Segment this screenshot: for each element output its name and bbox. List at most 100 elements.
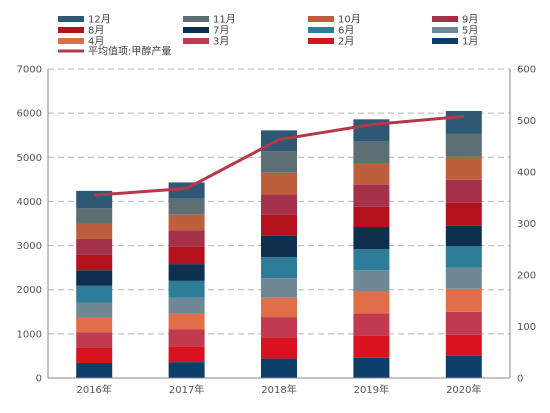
legend-swatch <box>308 27 334 33</box>
legend-swatch <box>58 38 84 44</box>
legend-swatch <box>308 38 334 44</box>
bar-segment <box>76 302 113 318</box>
bar-segment <box>261 194 297 215</box>
legend-label: 9月 <box>462 14 478 26</box>
y-right-tick-label: 600 <box>517 65 536 76</box>
legend-label: 5月 <box>462 25 478 37</box>
bar-segment <box>168 214 205 231</box>
bar-segment <box>353 163 390 185</box>
bars <box>76 110 482 378</box>
y-left-tick-label: 4000 <box>17 197 42 208</box>
legend-swatch <box>432 27 458 33</box>
bar-segment <box>261 257 297 279</box>
bar-segment <box>353 227 390 250</box>
legend-label: 1月 <box>462 36 478 48</box>
axes: 0 1000 2000 3000 4000 5000 6000 7000 0 100 200 300 4… <box>17 65 537 397</box>
y-right-tick-label: 400 <box>517 168 536 179</box>
y-left-tick-label: 6000 <box>17 109 42 120</box>
y-left-tick-label: 7000 <box>17 65 42 76</box>
legend-label: 平均值项:甲醇产量 <box>88 45 171 58</box>
bar-segment <box>353 335 390 358</box>
legend-swatch <box>432 16 458 22</box>
bar-segment <box>445 311 482 335</box>
bar-segment <box>168 329 205 347</box>
bar-segment <box>353 184 390 207</box>
bar-segment <box>168 346 205 363</box>
bar-segment <box>445 355 482 378</box>
bar-segment <box>168 264 205 281</box>
bar-segment <box>445 202 482 226</box>
bar-segment <box>76 238 113 255</box>
bar-segment <box>445 246 482 268</box>
y-right-tick-label: 0 <box>517 374 523 385</box>
bar-segment <box>76 285 113 303</box>
bar-segment <box>353 249 390 271</box>
bar-segment <box>168 280 205 298</box>
bar-segment <box>445 288 482 312</box>
average-line <box>94 114 464 197</box>
y-left-tick-label: 2000 <box>17 285 42 296</box>
y-left-tick-label: 0 <box>36 374 42 385</box>
bar-segment <box>168 362 205 378</box>
legend-swatch <box>308 16 334 22</box>
bar-segment <box>76 208 113 224</box>
bar-segment <box>445 267 482 289</box>
legend-swatch <box>183 16 209 22</box>
legend-swatch <box>58 27 84 33</box>
legend-label: 8月 <box>88 25 104 37</box>
bar-segment <box>353 291 390 314</box>
bar-segment <box>76 317 113 333</box>
bar-segment <box>168 230 205 247</box>
bar-segment <box>445 133 482 157</box>
y-left-tick-label: 1000 <box>17 329 42 340</box>
bar-segment <box>445 110 482 134</box>
bar-segment <box>261 172 297 195</box>
bar-segment <box>353 270 390 292</box>
bar-segment <box>261 151 297 173</box>
x-tick-label: 2018年 <box>261 383 296 396</box>
legend-label: 4月 <box>88 36 104 48</box>
legend-label: 12月 <box>88 14 111 26</box>
legend-label: 2月 <box>338 36 354 48</box>
y-left-tick-label: 5000 <box>17 153 42 164</box>
x-tick-label: 2019年 <box>354 383 389 396</box>
bar-segment <box>168 198 205 215</box>
bar-segment <box>76 223 113 239</box>
bar-segment <box>261 214 297 236</box>
y-right-tick-label: 100 <box>517 322 536 333</box>
x-tick-label: 2017年 <box>169 383 204 396</box>
bar-segment <box>261 337 297 359</box>
bar-segment <box>353 357 390 378</box>
bar-segment <box>168 246 205 265</box>
x-tick-label: 2020年 <box>446 383 481 396</box>
legend-swatch <box>432 38 458 44</box>
bar-segment <box>261 235 297 258</box>
bar-segment <box>76 270 113 286</box>
bar-segment <box>168 313 205 330</box>
legend-swatch <box>183 38 209 44</box>
bar-segment <box>445 156 482 180</box>
legend-label: 6月 <box>338 25 354 37</box>
y-left-tick-label: 3000 <box>17 241 42 252</box>
bar-segment <box>168 297 205 314</box>
bar-segment <box>445 179 482 203</box>
legend-label: 7月 <box>213 25 229 37</box>
bar-segment <box>353 141 390 164</box>
bar-segment <box>261 317 297 338</box>
bar-segment <box>353 313 390 336</box>
bar-segment <box>261 297 297 318</box>
legend-swatch <box>183 27 209 33</box>
bar-segment <box>445 225 482 247</box>
bar-segment <box>353 206 390 228</box>
legend-label: 11月 <box>213 14 236 26</box>
bar-segment <box>445 334 482 356</box>
x-tick-label: 2016年 <box>76 383 111 396</box>
legend-swatch <box>58 16 84 22</box>
bar-segment <box>76 332 113 348</box>
bar-segment <box>76 347 113 363</box>
y-right-tick-label: 200 <box>517 271 536 282</box>
legend-label: 3月 <box>213 36 229 48</box>
bar-segment <box>76 362 113 378</box>
